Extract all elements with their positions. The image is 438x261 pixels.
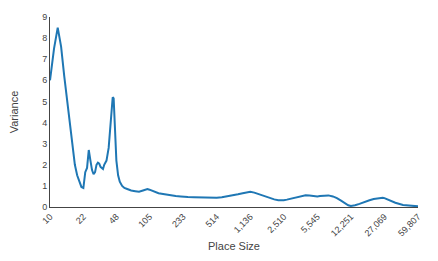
svg-text:105: 105	[136, 212, 154, 230]
svg-text:6: 6	[42, 75, 47, 85]
svg-text:Variance: Variance	[8, 91, 20, 134]
svg-text:1: 1	[42, 181, 47, 191]
svg-text:2: 2	[42, 160, 47, 170]
svg-text:48: 48	[107, 212, 121, 226]
svg-text:Place Size: Place Size	[208, 240, 260, 252]
svg-text:10: 10	[40, 212, 54, 226]
svg-text:4: 4	[42, 118, 47, 128]
svg-text:8: 8	[42, 33, 47, 43]
svg-text:12,251: 12,251	[329, 212, 356, 239]
svg-text:7: 7	[42, 54, 47, 64]
svg-text:514: 514	[204, 212, 222, 230]
svg-text:0: 0	[42, 202, 47, 212]
svg-text:2,510: 2,510	[265, 212, 288, 235]
svg-text:3: 3	[42, 139, 47, 149]
svg-text:233: 233	[170, 212, 188, 230]
svg-text:59,807: 59,807	[396, 212, 423, 239]
svg-text:5: 5	[42, 97, 47, 107]
svg-text:5,545: 5,545	[299, 212, 322, 235]
svg-text:27,069: 27,069	[363, 212, 390, 239]
svg-text:1,136: 1,136	[232, 212, 255, 235]
svg-text:9: 9	[42, 12, 47, 22]
svg-text:22: 22	[74, 212, 88, 226]
